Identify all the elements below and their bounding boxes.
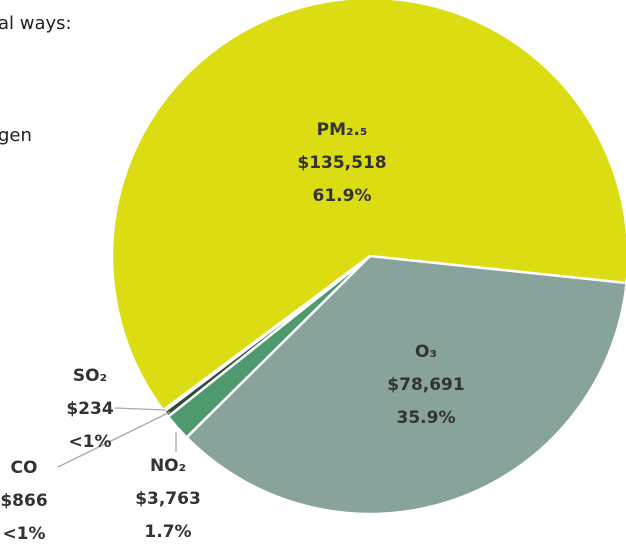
pie-slice: [110, 0, 626, 412]
percent-label: 61.9%: [313, 186, 372, 206]
slice-label: PM₂.₅: [317, 120, 368, 140]
background-text: al ways:: [0, 13, 72, 34]
slice-label: O₃: [415, 342, 437, 362]
pie-slice: [184, 254, 626, 516]
leader-line: [57, 411, 171, 468]
slice-label: CO: [11, 458, 38, 478]
percent-label: 1.7%: [144, 522, 191, 542]
background-text: gen: [0, 125, 32, 146]
percent-label: 35.9%: [397, 408, 456, 428]
value-label: $3,763: [135, 489, 201, 509]
value-label: $234: [66, 399, 113, 419]
percent-label: <1%: [68, 432, 111, 452]
slice-label: SO₂: [73, 366, 107, 386]
value-label: $866: [0, 491, 47, 511]
value-label: $135,518: [297, 153, 386, 173]
value-label: $78,691: [387, 375, 464, 395]
leader-line: [114, 407, 167, 411]
slice-label: NO₂: [150, 456, 186, 476]
percent-label: <1%: [2, 524, 45, 544]
